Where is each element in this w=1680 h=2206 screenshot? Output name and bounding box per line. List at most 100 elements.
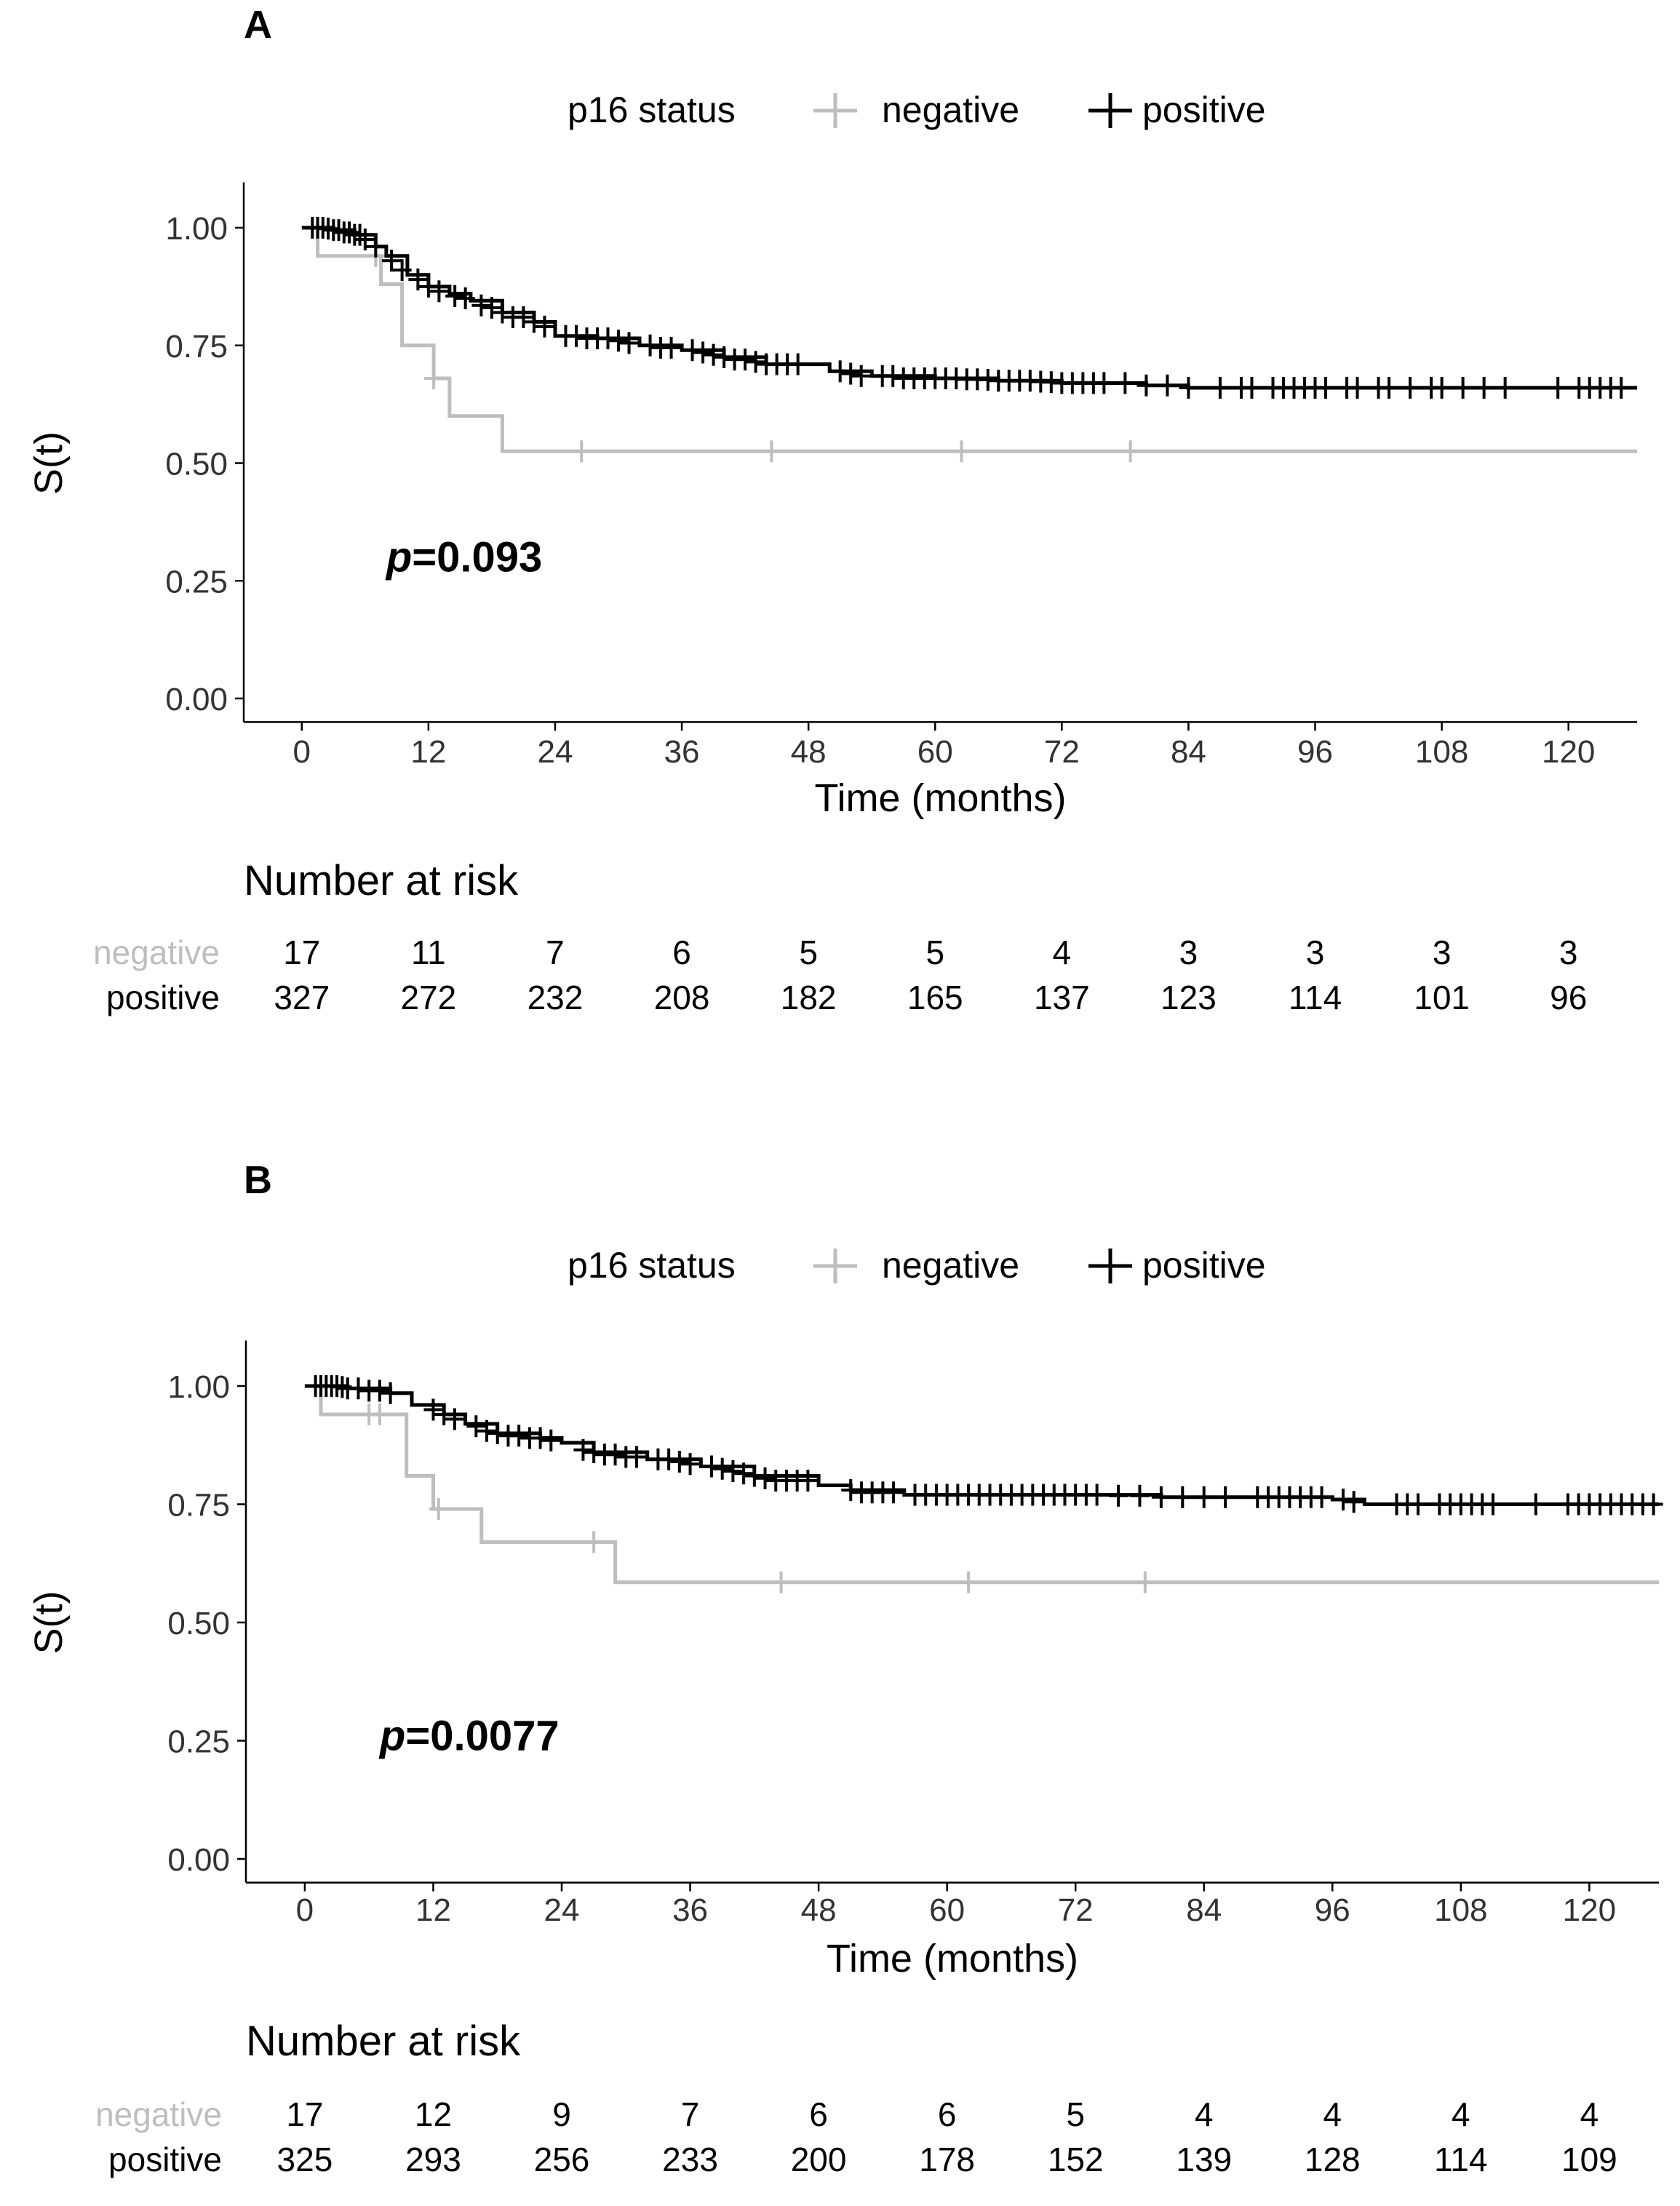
censor-mark-positive [1344,1491,1363,1513]
risk-count: 272 [401,979,457,1016]
censor-mark-positive [714,346,734,368]
x-tick-label: 96 [1315,1892,1350,1928]
censor-mark-positive [566,324,586,347]
risk-count: 4 [1580,2095,1599,2133]
legend: p16 status negative positive [568,89,1266,130]
y-tick-label: 1.00 [165,211,228,247]
censor-mark-positive [1194,1486,1214,1508]
censor-mark-positive [1130,1484,1150,1507]
censor-mark-positive [418,275,438,298]
x-tick-label: 48 [801,1892,837,1928]
risk-count: 3 [1306,933,1325,971]
risk-count: 182 [781,979,837,1016]
risk-count: 12 [415,2095,452,2133]
y-axis-title: S(t) [27,1591,71,1654]
risk-count: 178 [919,2141,975,2178]
risk-table-title: Number at risk [246,2018,521,2065]
risk-count: 3 [1559,933,1578,971]
x-tick-label: 36 [664,734,700,770]
censor-mark-positive [680,1453,700,1476]
y-tick-label: 0.50 [167,1606,230,1641]
censor-mark-positive [1312,1486,1331,1508]
censor-mark-positive [841,1479,861,1501]
censor-mark-positive [659,1448,679,1470]
censor-mark-negative [424,367,444,390]
x-tick-label: 12 [415,1892,451,1928]
censor-mark-positive [584,1441,604,1463]
risk-count: 325 [277,2141,333,2178]
censor-mark-positive [1151,1486,1171,1508]
censor-mark-positive [1316,376,1336,399]
censor-mark-positive [1333,1489,1353,1510]
risk-count: 4 [1323,2095,1342,2133]
risk-count: 109 [1561,2141,1617,2178]
y-axis-title: S(t) [27,431,71,495]
censor-mark-positive [609,330,629,352]
risk-count: 6 [938,2095,957,2133]
y-tick-label: 0.75 [165,329,228,365]
y-tick-label: 0.50 [165,447,228,482]
risk-table: Number at risk negative 17 11 7 6 5 5 4 3 3 3 3 posit… [93,857,1587,1016]
risk-table-title: Number at risk [244,857,519,904]
censor-mark-positive [755,1467,775,1489]
censor-mark-positive [626,1446,646,1468]
censor-mark-positive [1474,376,1494,399]
risk-count: 232 [528,979,584,1016]
censor-mark-positive [788,353,808,375]
censor-mark-negative [959,1571,979,1593]
censor-mark-positive [434,1403,454,1425]
censor-mark-positive [1548,376,1568,399]
censor-mark-positive [598,327,618,350]
y-tick-label: 0.00 [167,1842,230,1878]
censor-mark-positive [1087,1484,1107,1506]
risk-count: 101 [1414,979,1470,1016]
censor-mark-positive [429,280,449,303]
censor-mark-positive [661,336,681,359]
censor-mark-positive [1401,376,1420,399]
censor-mark-negative [572,440,592,463]
y-tick-label: 0.25 [167,1724,230,1760]
censor-mark-positive [734,1462,754,1485]
x-tick-label: 0 [293,734,311,770]
censor-mark-negative [584,1531,604,1553]
censor-mark-positive [712,1457,732,1480]
censor-mark-positive [381,1382,400,1404]
series-negative [304,1384,1659,1593]
risk-count: 4 [1053,933,1072,971]
risk-count: 165 [907,979,963,1016]
x-axis-title: Time (months) [827,1937,1078,1980]
risk-count: 6 [809,2095,828,2133]
censor-mark-positive [830,360,850,383]
x-tick-label: 120 [1563,1892,1616,1928]
censor-mark-positive [746,351,765,373]
censor-mark-positive [682,339,702,362]
x-tick-label: 24 [537,734,573,770]
censor-mark-positive [744,1465,764,1487]
censor-mark-positive [493,301,512,324]
risk-count: 327 [274,979,330,1016]
x-tick-label: 36 [672,1892,708,1928]
censor-mark-positive [423,1398,443,1421]
y-tick-label: 0.00 [165,682,228,717]
risk-count: 233 [662,2141,718,2178]
risk-count: 17 [286,2095,323,2133]
censor-mark-positive [471,294,491,316]
censor-mark-positive [704,343,723,366]
x-tick-label: 84 [1171,734,1206,770]
panel-label: B [244,1158,272,1202]
censor-mark-positive [466,1415,486,1438]
censor-mark-positive [530,1427,550,1449]
x-tick-label: 12 [410,734,446,770]
legend: p16 status negative positive [568,1245,1266,1286]
censor-mark-positive [1495,376,1515,399]
legend-entry-positive: positive [1142,89,1266,130]
censor-mark-positive [455,287,475,310]
x-tick-label: 108 [1434,1892,1487,1928]
p-value-number: =0.093 [412,533,542,581]
censor-mark-positive [669,1451,689,1473]
censor-mark-negative [370,1403,389,1425]
